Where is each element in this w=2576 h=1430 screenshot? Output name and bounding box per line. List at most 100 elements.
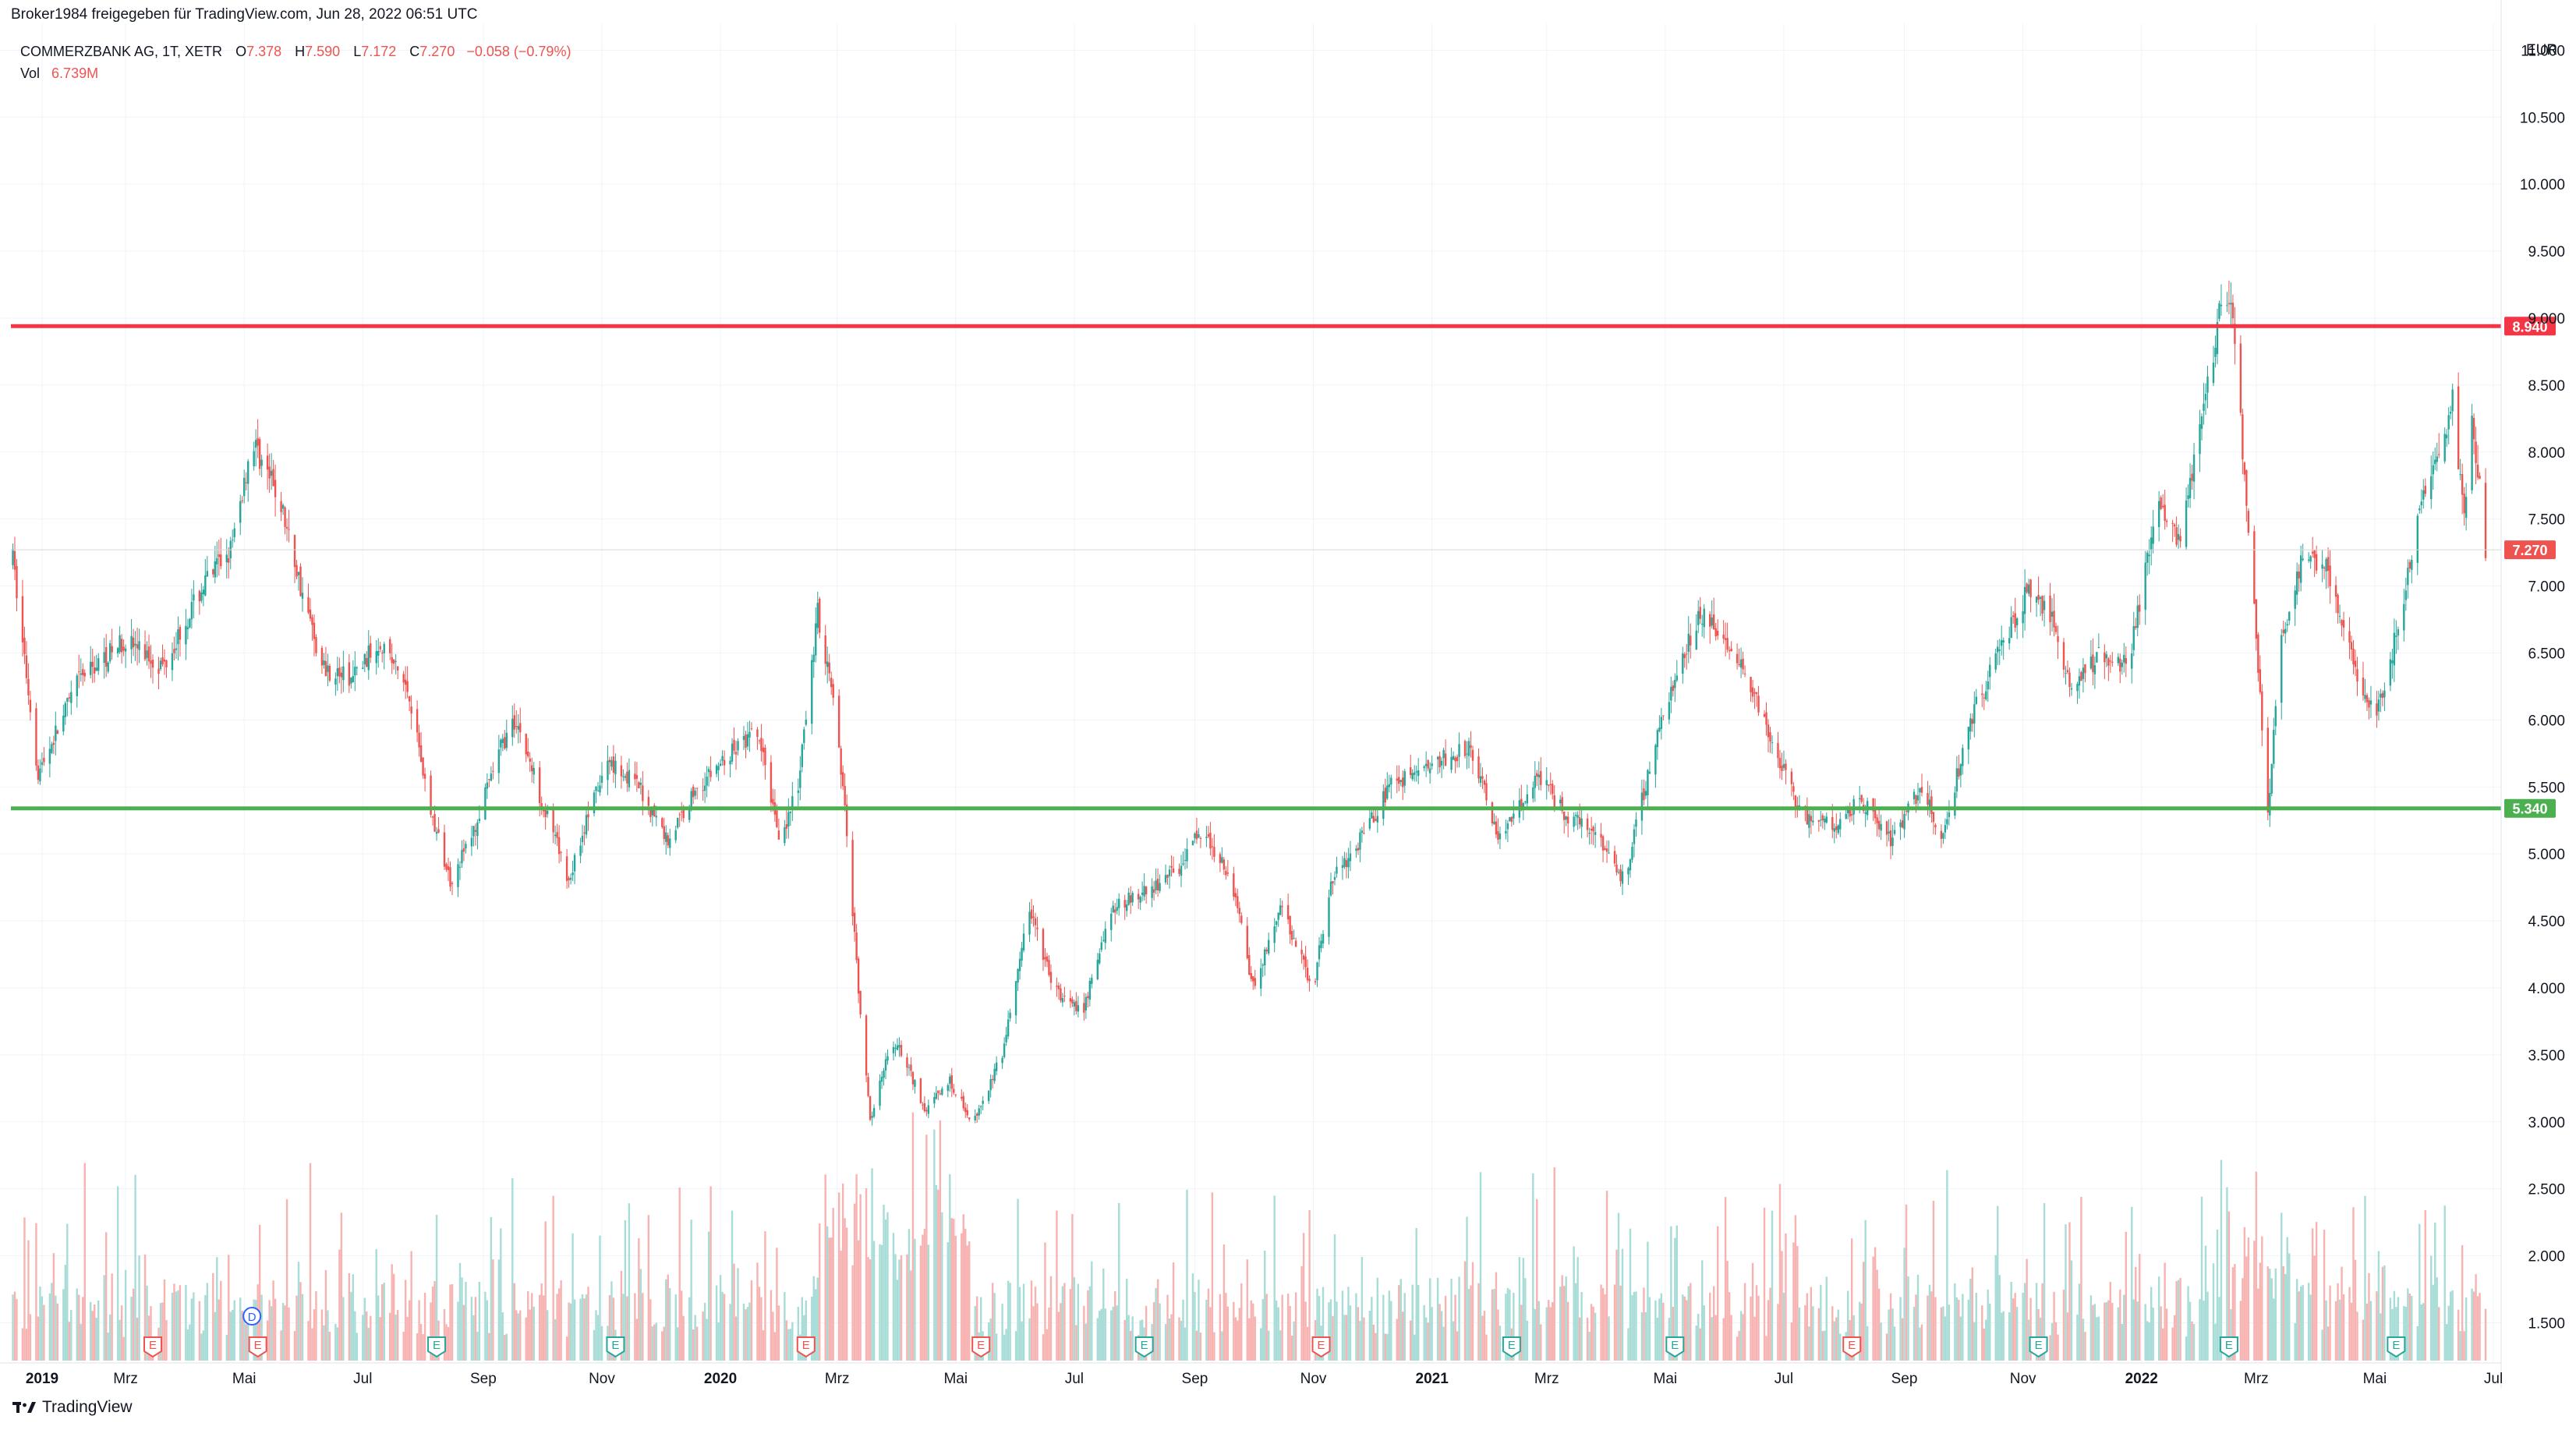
candle-body [1981,693,1983,696]
volume-bar [2165,1308,2168,1361]
volume-bar [1479,1172,1482,1361]
candle-body [1032,916,1035,919]
x-tick-label: 2020 [704,1371,737,1387]
candle-body [2230,303,2232,305]
volume-bar [370,1315,372,1361]
candle-body [1683,654,1686,658]
candle-body [826,661,829,667]
support-price-label: 5.340 [2512,802,2547,817]
candle-body [805,719,807,725]
earnings-marker-icon [1134,1336,1154,1358]
volume-bar [1114,1290,1116,1361]
candle-body [2274,706,2277,727]
candle-body [1985,691,1987,699]
x-tick-label: 2022 [2125,1371,2158,1387]
volume-bar [391,1264,393,1361]
volume-bar [587,1287,589,1361]
candle-body [816,603,819,628]
candle-body [1739,659,1743,668]
volume-bar [933,1129,936,1361]
volume-bar [1129,1330,1132,1361]
candle-body [690,791,692,809]
candle-body [1264,949,1266,965]
volume-bar [628,1203,631,1361]
candle-body [1573,816,1575,827]
volume-bar [229,1311,232,1361]
candle-body [214,561,217,578]
volume-bar [375,1249,377,1361]
volume-bar [2057,1334,2059,1361]
volume-bar [531,1293,533,1361]
candle-body [1207,834,1210,837]
candle-body [43,757,45,763]
candle-body [35,708,37,766]
volume-bar [323,1325,325,1361]
candle-body [1172,868,1175,873]
volume-bar [1640,1311,1644,1361]
candle-body [1971,719,1974,724]
candle-body [2307,559,2310,561]
volume-bar [70,1310,73,1361]
candle-body [2189,477,2192,498]
volume-bar [2152,1308,2154,1361]
candle-body [1714,628,1717,637]
candle-body [488,779,490,780]
volume-bar [703,1302,706,1361]
y-tick-label: 7.000 [2528,579,2565,596]
volume-bar [1670,1226,1672,1361]
volume-bar [1851,1238,1853,1361]
candle-body [880,1076,883,1082]
volume-bar [2282,1265,2284,1361]
volume-bar [1155,1287,1157,1361]
candle-body [161,657,164,665]
volume-bar [1001,1304,1003,1361]
symbol-label[interactable]: COMMERZBANK AG, 1T, XETR [20,44,223,59]
candle-body [1580,818,1583,827]
volume-bar [729,1304,731,1361]
candle-body [1998,649,2001,651]
volume-bar [2105,1302,2108,1361]
time-axis[interactable]: 2019 Mrz Mai Jul Sep Nov 2020 Mrz Mai Jul Sep Nov 20… [0,1362,2503,1387]
volume-bar [457,1301,459,1361]
candle-body [2391,660,2394,664]
candle-body [206,571,209,577]
volume-bar [579,1298,582,1361]
volume-bar [883,1205,885,1361]
candle-body [1792,786,1795,792]
candle-body [1959,764,1962,776]
volume-bar [2407,1288,2409,1361]
candle-body [253,451,255,467]
candle-body [1073,1002,1076,1007]
volume-bar [2255,1171,2258,1361]
volume-bar [108,1314,111,1361]
candle-body [953,1088,955,1093]
volume-bar [2199,1299,2201,1361]
candle-body [2144,562,2146,611]
tradingview-brand[interactable]: TradingView [12,1398,133,1417]
volume-bar [2475,1274,2477,1361]
candle-body [1728,650,1731,651]
candle-body [336,667,339,677]
volume-bar [1087,1290,1089,1361]
candle-body [418,732,420,748]
volume-bar [189,1324,191,1361]
candle-body [1946,819,1948,825]
volume-label[interactable]: Vol [20,65,41,81]
event-markers[interactable]: EDE E E E E E E E E E E E E [143,1307,2406,1358]
volume-bar [1399,1279,1402,1361]
candle-body [1872,798,1874,812]
candle-body [1983,697,1985,699]
candle-body [2408,561,2411,569]
volume-bar [1545,1307,1548,1361]
volume-bar [423,1292,426,1361]
open-value: 7.378 [246,44,282,59]
volume-bar [692,1329,695,1361]
candle-body [1363,833,1365,834]
volume-bar [954,1235,957,1361]
candle-body [258,439,261,469]
candle-body [1891,837,1894,846]
price-axis[interactable]: 1.5002.0002.5003.0003.5004.0004.5005.000… [2500,0,2565,1388]
candle-body [1889,830,1892,847]
